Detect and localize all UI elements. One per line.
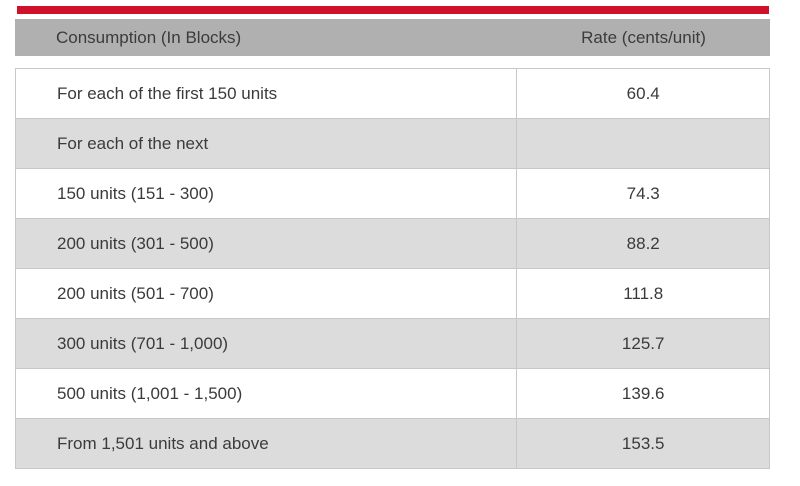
rate-cell: 125.7 <box>516 318 770 369</box>
tariff-rate-card: Consumption (In Blocks) Rate (cents/unit… <box>14 6 770 469</box>
consumption-cell: 200 units (301 - 500) <box>14 218 518 269</box>
rates-table: For each of the first 150 units 60.4 For… <box>14 68 770 469</box>
consumption-cell: 500 units (1,001 - 1,500) <box>14 368 518 419</box>
rate-cell: 139.6 <box>516 368 770 419</box>
rate-cell: 60.4 <box>516 68 770 119</box>
consumption-cell: 300 units (701 - 1,000) <box>14 318 518 369</box>
rates-table-body: For each of the first 150 units 60.4 For… <box>14 68 770 469</box>
consumption-cell: For each of the next <box>14 118 518 169</box>
table-row: For each of the next <box>14 118 770 169</box>
consumption-cell: 200 units (501 - 700) <box>14 268 518 319</box>
top-accent-bar <box>17 6 769 14</box>
consumption-cell: From 1,501 units and above <box>14 418 518 469</box>
rate-cell: 74.3 <box>516 168 770 219</box>
table-row: 200 units (501 - 700) 111.8 <box>14 268 770 319</box>
table-row: For each of the first 150 units 60.4 <box>14 68 770 119</box>
consumption-cell: 150 units (151 - 300) <box>14 168 518 219</box>
table-row: 200 units (301 - 500) 88.2 <box>14 218 770 269</box>
table-row: 300 units (701 - 1,000) 125.7 <box>14 318 770 369</box>
rate-cell: 111.8 <box>516 268 770 319</box>
table-header-row: Consumption (In Blocks) Rate (cents/unit… <box>15 19 770 56</box>
table-row: From 1,501 units and above 153.5 <box>14 418 770 469</box>
consumption-cell: For each of the first 150 units <box>14 68 518 119</box>
table-row: 500 units (1,001 - 1,500) 139.6 <box>14 368 770 419</box>
rate-cell: 88.2 <box>516 218 770 269</box>
table-row: 150 units (151 - 300) 74.3 <box>14 168 770 219</box>
column-header-rate: Rate (cents/unit) <box>581 27 706 47</box>
rate-cell: 153.5 <box>516 418 770 469</box>
rate-cell <box>516 118 770 169</box>
column-header-consumption: Consumption (In Blocks) <box>56 27 242 47</box>
